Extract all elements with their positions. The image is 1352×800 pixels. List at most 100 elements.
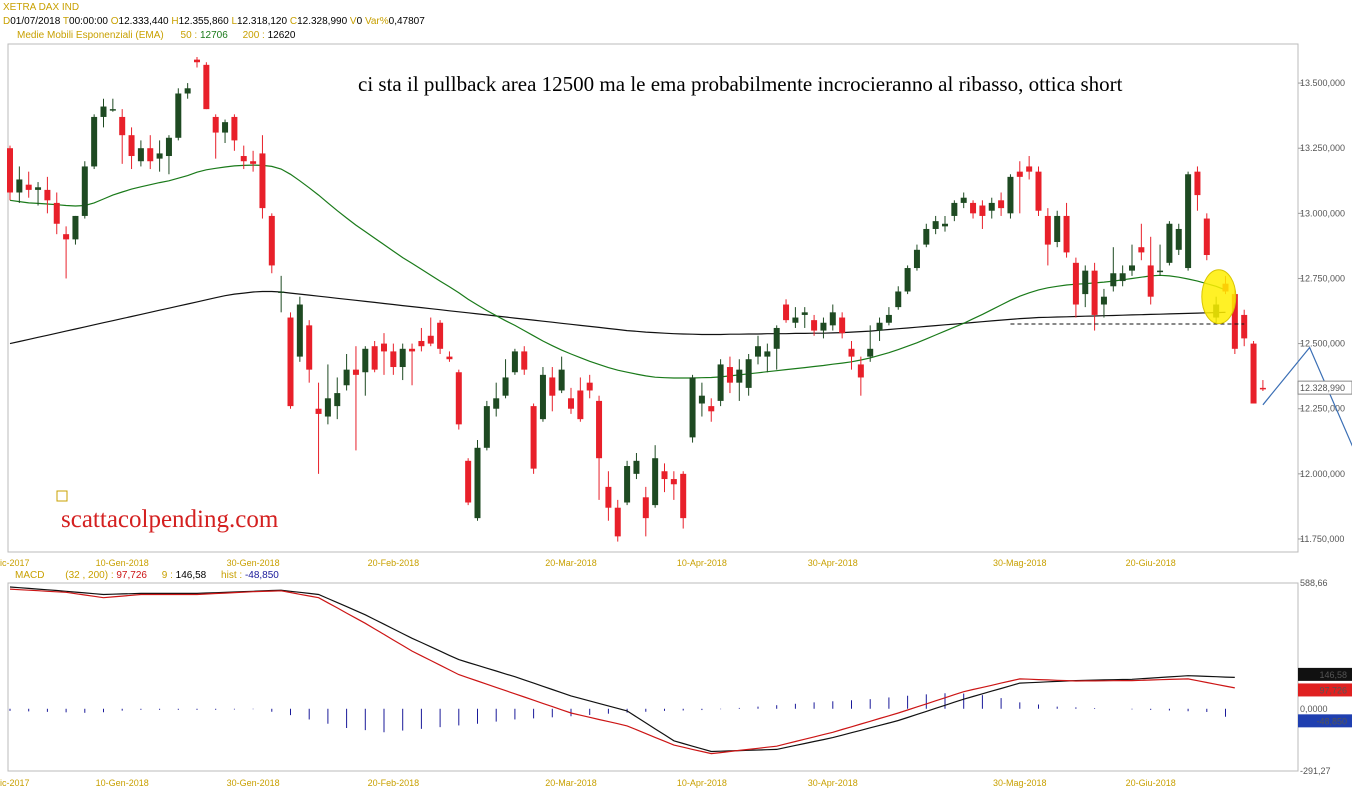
candle-body [1250, 343, 1257, 404]
macd-x-tick-label: 20-Feb-2018 [368, 778, 420, 788]
candle-body [885, 314, 892, 323]
candle-body [736, 369, 743, 383]
open-key: O [110, 16, 119, 27]
candle-body [549, 377, 556, 396]
price-y-tick-label: 12.250,000 [1300, 404, 1345, 414]
candle-body [1138, 247, 1145, 253]
candle-body [493, 398, 500, 409]
candle-body [960, 197, 967, 203]
watermark: scattacolpending.com [61, 506, 279, 533]
price-x-tick-label: 30-Gen-2018 [227, 558, 280, 568]
candle-body [1035, 171, 1042, 211]
candle-body [764, 351, 771, 357]
candle-body [726, 367, 733, 383]
candle-body [362, 348, 369, 373]
candle-body [773, 327, 780, 349]
watermark-box-icon [56, 490, 68, 502]
signal-line [9, 586, 1235, 753]
high-value: 12.355,860 [178, 16, 229, 27]
price-y-tick-label: 13.250,000 [1300, 143, 1345, 153]
candle-body [1157, 270, 1164, 273]
candle-body [913, 249, 920, 269]
candle-body [942, 223, 948, 227]
candle-body [539, 374, 546, 420]
candle-body [661, 471, 668, 480]
candle-body [268, 215, 275, 266]
candle-body [16, 179, 23, 193]
candle-body [652, 458, 659, 506]
candle-body [175, 93, 182, 138]
candle-body [689, 377, 696, 438]
forecast-arrow-line [1262, 346, 1352, 447]
candle-body [1119, 273, 1126, 282]
price-pane: 13.500,000 13.250,000 13.000,000 12.750,000… [0, 57, 1352, 568]
candle-body [465, 460, 472, 503]
candle-body [1007, 176, 1014, 214]
candle-body [568, 398, 574, 409]
volume-value: 0 [356, 16, 363, 27]
candle-body [970, 202, 977, 214]
candle-body [577, 390, 584, 420]
candle-body [119, 116, 126, 136]
close-key: C [289, 16, 298, 27]
candle-body [63, 234, 70, 240]
close-value: 12.328,990 [297, 16, 348, 27]
candle-body [483, 406, 490, 448]
candle-body [278, 291, 285, 293]
macd-value-box [1298, 683, 1352, 697]
price-x-tick-label: 20-Giu-2018 [1126, 558, 1176, 568]
signal-value-box [1298, 667, 1352, 681]
candle-body [1259, 387, 1266, 390]
chart-annotation: ci sta il pullback area 12500 ma le ema … [358, 72, 1123, 96]
macd-y-tick-label: 588,66 [1300, 578, 1328, 588]
candle-body [306, 325, 313, 370]
candle-body [72, 215, 79, 240]
macd-line [9, 588, 1235, 755]
candle-body [1203, 218, 1210, 256]
low-key: L [231, 16, 237, 27]
candle-body [437, 322, 444, 349]
candle-body [876, 322, 883, 331]
candle-body [25, 184, 32, 190]
time-value: 00:00:00 [69, 16, 108, 27]
candle-body [203, 64, 210, 110]
price-y-tick-label: 12.000,000 [1300, 469, 1345, 479]
candle-body [1054, 215, 1061, 242]
macd-params: (32 , 200) : [65, 570, 114, 581]
candle-body [708, 406, 715, 412]
price-x-tick-label: 10-Apr-2018 [677, 558, 727, 568]
candle-body [932, 221, 939, 229]
macd-x-tick-label: 30-Mag-2018 [993, 778, 1047, 788]
date-value: 01/07/2018 [10, 16, 61, 27]
candle-body [502, 377, 509, 396]
candle-body [212, 116, 219, 133]
signal-value: 146,58 [175, 570, 207, 581]
candle-body [222, 122, 229, 133]
candle-body [381, 343, 387, 352]
macd-pane-frame [7, 582, 1299, 772]
candle-body [165, 137, 172, 157]
candle-body [446, 356, 453, 360]
ema200-value: 12620 [267, 30, 296, 41]
price-x-tick-label: ic-2017 [0, 558, 30, 568]
ema50-period: 50 : [180, 30, 198, 41]
macd-y-tick-label: -291,27 [1300, 766, 1331, 776]
candle-body [1110, 273, 1117, 287]
instrument-title: XETRA DAX IND [3, 2, 80, 13]
candle-body [427, 335, 434, 344]
price-y-tick-label: 12.750,000 [1300, 273, 1345, 283]
macd-label: MACD [15, 570, 45, 581]
candle-body [783, 304, 790, 321]
candle-body [184, 88, 191, 94]
candle-body [371, 346, 378, 370]
candle-body [1175, 228, 1182, 250]
candle-body [1091, 270, 1098, 315]
hist-value-label: -48,850 [1316, 716, 1347, 726]
candle-body [109, 109, 116, 111]
open-value: 12.333,440 [118, 16, 169, 27]
candle-body [1129, 265, 1135, 271]
candle-body [811, 320, 818, 331]
candle-body [128, 135, 135, 157]
var-value: 0,47807 [388, 16, 425, 27]
